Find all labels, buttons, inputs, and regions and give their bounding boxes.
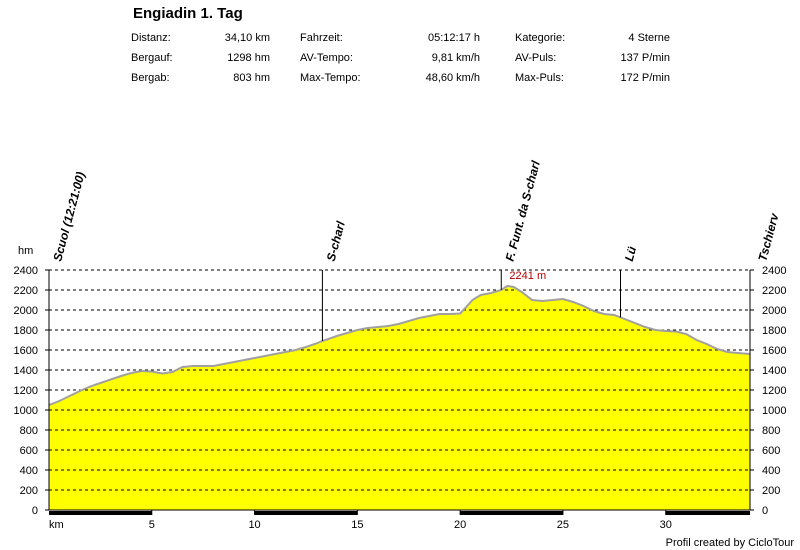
stat-label: Max-Puls: [515, 72, 564, 84]
y-tick-label-right: 1200 [762, 385, 786, 397]
y-tick-label-right: 2200 [762, 285, 786, 297]
y-tick-label-right: 200 [762, 485, 780, 497]
x-tick-label: 20 [454, 519, 466, 531]
chart-title: Engiadin 1. Tag [133, 5, 243, 22]
x-axis-bar [254, 511, 358, 515]
stat-label: Bergab: [131, 72, 170, 84]
y-tick-label-left: 1200 [14, 385, 38, 397]
waypoint-label: S-charl [324, 219, 348, 263]
max-altitude-label: 2241 m [509, 270, 546, 282]
y-tick-label-right: 1800 [762, 325, 786, 337]
y-tick-label-right: 1000 [762, 405, 786, 417]
y-tick-label-left: 2400 [14, 265, 38, 277]
stat-value: 34,10 km [224, 32, 270, 44]
y-tick-label-left: 1600 [14, 345, 38, 357]
y-tick-label-left: 1000 [14, 405, 38, 417]
waypoint-label: Scuol (12:21:00) [50, 170, 87, 263]
y-tick-label-right: 400 [762, 465, 780, 477]
waypoint-label: Lü [622, 244, 639, 262]
stat-value: 172 P/min [620, 72, 670, 84]
stat-label: Bergauf: [131, 52, 173, 64]
x-tick-label: 25 [557, 519, 569, 531]
x-axis-bar [460, 511, 563, 515]
y-tick-label-right: 1400 [762, 365, 786, 377]
y-tick-label-left: 600 [20, 445, 38, 457]
stat-label: AV-Puls: [515, 52, 557, 64]
x-axis-bar [49, 511, 152, 515]
x-tick-label: 15 [351, 519, 363, 531]
stat-value: 05:12:17 h [428, 32, 480, 44]
stat-label: AV-Tempo: [300, 52, 353, 64]
waypoint-label: F. Funt. da S-charl [503, 159, 543, 263]
y-tick-label-right: 2000 [762, 305, 786, 317]
y-tick-label-right: 800 [762, 425, 780, 437]
stat-value: 4 Sterne [628, 32, 670, 44]
stat-label: Kategorie: [515, 32, 566, 44]
y-tick-label-right: 600 [762, 445, 780, 457]
stat-label: Max-Tempo: [300, 72, 361, 84]
y-tick-label-left: 1400 [14, 365, 38, 377]
y-tick-label-left: 2000 [14, 305, 38, 317]
y-tick-label-left: 0 [32, 505, 38, 517]
x-axis-bar [665, 511, 750, 515]
stat-label: Fahrzeit: [300, 32, 343, 44]
x-tick-label: 10 [248, 519, 260, 531]
elevation-area [49, 285, 750, 510]
y-tick-label-right: 0 [762, 505, 768, 517]
credit-text: Profil created by CicloTour [665, 537, 794, 549]
x-tick-label: 5 [149, 519, 155, 531]
y-tick-label-left: 200 [20, 485, 38, 497]
stat-value: 9,81 km/h [431, 52, 480, 64]
x-tick-label: 30 [660, 519, 672, 531]
y-tick-label-left: 2200 [14, 285, 38, 297]
y-tick-label-left: 1800 [14, 325, 38, 337]
y-tick-label-right: 2400 [762, 265, 786, 277]
stat-value: 1298 hm [227, 52, 270, 64]
stat-value: 137 P/min [620, 52, 670, 64]
stat-value: 48,60 km/h [425, 72, 480, 84]
elevation-line [48, 284, 751, 406]
waypoint-label: Tschierv [755, 211, 782, 263]
stat-label: Distanz: [131, 32, 171, 44]
stat-value: 803 hm [233, 72, 270, 84]
x-axis-label: km [49, 519, 64, 531]
y-axis-label: hm [18, 245, 33, 257]
y-tick-label-left: 800 [20, 425, 38, 437]
y-tick-label-right: 1600 [762, 345, 786, 357]
y-tick-label-left: 400 [20, 465, 38, 477]
